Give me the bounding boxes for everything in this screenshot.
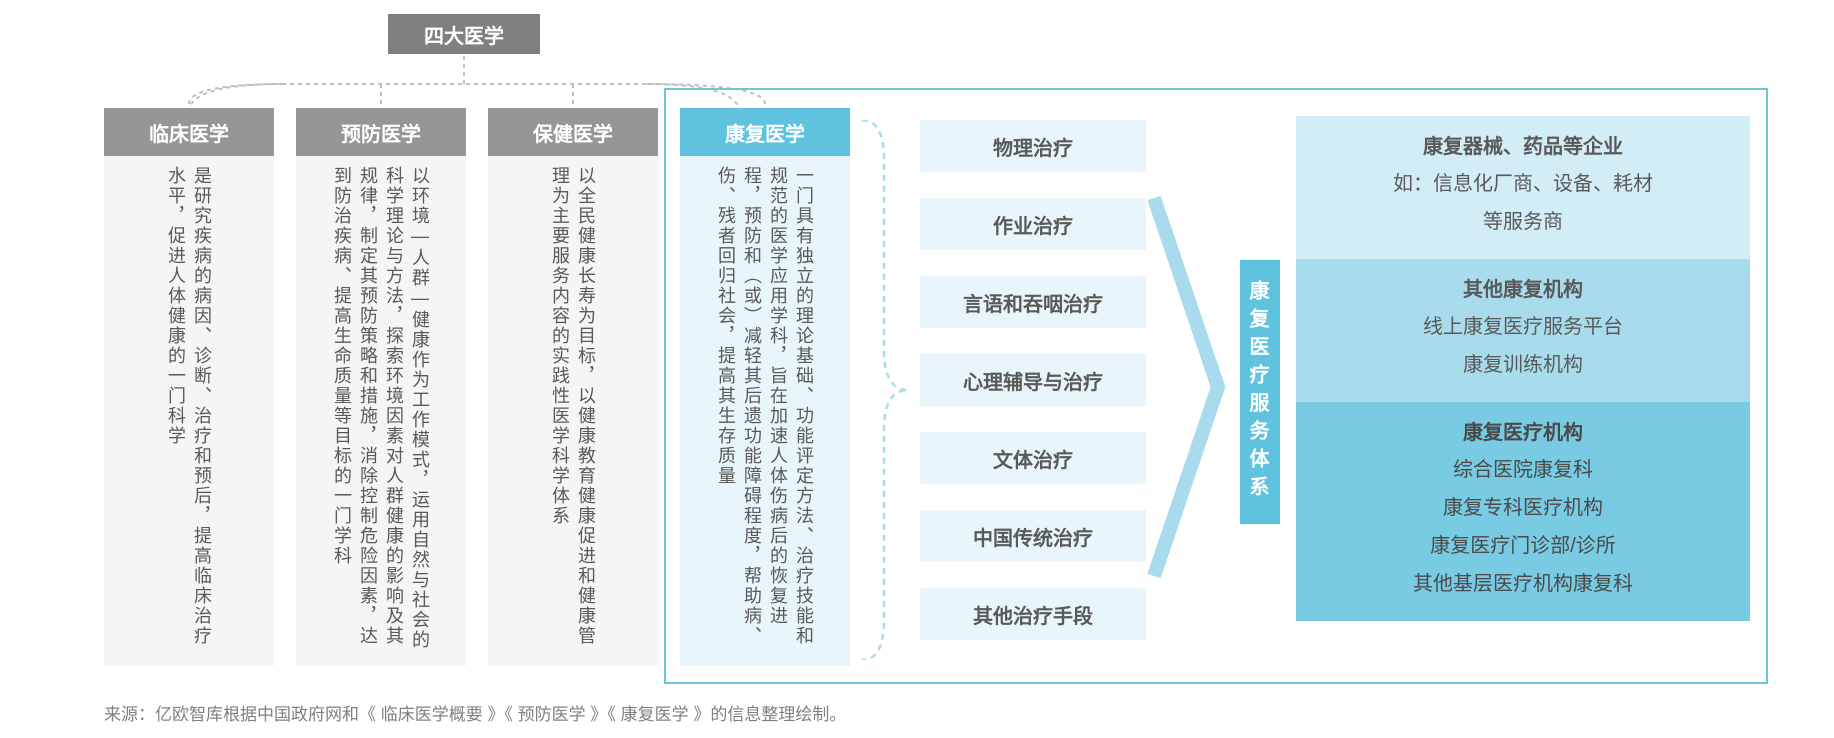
system-panel-other-org: 其他康复机构 线上康复医疗服务平台 康复训练机构	[1296, 259, 1750, 402]
treatment-item: 心理辅导与治疗	[920, 354, 1146, 406]
column-header: 预防医学	[296, 108, 466, 156]
column-desc: 以环境—人群—健康作为工作模式，运用自然与社会的科学理论与方法，探索环境因素对人…	[329, 166, 433, 656]
column-body: 以环境—人群—健康作为工作模式，运用自然与社会的科学理论与方法，探索环境因素对人…	[296, 156, 466, 666]
column-title: 保健医学	[533, 118, 613, 147]
treatment-label: 文体治疗	[993, 444, 1073, 473]
system-panels: 康复器械、药品等企业 如：信息化厂商、设备、耗材 等服务商 其他康复机构 线上康…	[1296, 116, 1750, 621]
column-preventive: 预防医学 以环境—人群—健康作为工作模式，运用自然与社会的科学理论与方法，探索环…	[296, 108, 466, 666]
panel-title: 康复医疗机构	[1306, 416, 1740, 445]
system-label-text: 康复医疗服务体系	[1246, 280, 1268, 504]
panel-line: 线上康复医疗服务平台	[1306, 308, 1740, 346]
panel-line: 综合医院康复科	[1306, 451, 1740, 489]
treatment-label: 言语和吞咽治疗	[963, 288, 1103, 317]
treatment-item: 中国传统治疗	[920, 510, 1146, 562]
system-panel-medical-org: 康复医疗机构 综合医院康复科 康复专科医疗机构 康复医疗门诊部/诊所 其他基层医…	[1296, 402, 1750, 621]
column-desc: 一门具有独立的理论基础、功能评定方法、治疗技能和规范的医学应用学科，旨在加速人体…	[713, 166, 817, 656]
column-body: 一门具有独立的理论基础、功能评定方法、治疗技能和规范的医学应用学科，旨在加速人体…	[680, 156, 850, 666]
treatment-item: 作业治疗	[920, 198, 1146, 250]
panel-line: 如：信息化厂商、设备、耗材	[1306, 165, 1740, 203]
column-desc: 以全民健康长寿为目标，以健康教育健康促进和健康管理为主要服务内容的实践性医学科学…	[547, 166, 599, 656]
panel-line: 康复专科医疗机构	[1306, 489, 1740, 527]
column-body: 以全民健康长寿为目标，以健康教育健康促进和健康管理为主要服务内容的实践性医学科学…	[488, 156, 658, 666]
root-title-box: 四大医学	[388, 14, 540, 54]
system-panel-enterprise: 康复器械、药品等企业 如：信息化厂商、设备、耗材 等服务商	[1296, 116, 1750, 259]
column-clinical: 临床医学 是研究疾病的病因、诊断、治疗和预后，提高临床治疗水平，促进人体健康的一…	[104, 108, 274, 666]
treatment-item: 物理治疗	[920, 120, 1146, 172]
column-desc: 是研究疾病的病因、诊断、治疗和预后，提高临床治疗水平，促进人体健康的一门科学	[163, 166, 215, 656]
column-body: 是研究疾病的病因、诊断、治疗和预后，提高临床治疗水平，促进人体健康的一门科学	[104, 156, 274, 666]
column-healthcare: 保健医学 以全民健康长寿为目标，以健康教育健康促进和健康管理为主要服务内容的实践…	[488, 108, 658, 666]
column-title: 临床医学	[149, 118, 229, 147]
treatment-label: 中国传统治疗	[973, 522, 1093, 551]
column-header: 保健医学	[488, 108, 658, 156]
panel-line: 等服务商	[1306, 203, 1740, 241]
treatment-label: 物理治疗	[993, 132, 1073, 161]
treatment-label: 其他治疗手段	[973, 600, 1093, 629]
source-text: 来源：亿欧智库根据中国政府网和《 临床医学概要 》《 预防医学 》《 康复医学 …	[104, 705, 846, 724]
treatment-item: 言语和吞咽治疗	[920, 276, 1146, 328]
column-title: 康复医学	[725, 118, 805, 147]
treatment-label: 心理辅导与治疗	[963, 366, 1103, 395]
panel-line: 其他基层医疗机构康复科	[1306, 565, 1740, 603]
treatment-label: 作业治疗	[993, 210, 1073, 239]
panel-line: 康复训练机构	[1306, 346, 1740, 384]
brace-icon-1	[858, 120, 912, 660]
treatments-list: 物理治疗 作业治疗 言语和吞咽治疗 心理辅导与治疗 文体治疗 中国传统治疗 其他…	[920, 120, 1146, 640]
panel-line: 康复医疗门诊部/诊所	[1306, 527, 1740, 565]
treatment-item: 其他治疗手段	[920, 588, 1146, 640]
panel-title: 康复器械、药品等企业	[1306, 130, 1740, 159]
column-header: 康复医学	[680, 108, 850, 156]
treatment-item: 文体治疗	[920, 432, 1146, 484]
column-title: 预防医学	[341, 118, 421, 147]
column-rehab: 康复医学 一门具有独立的理论基础、功能评定方法、治疗技能和规范的医学应用学科，旨…	[680, 108, 850, 666]
angle-arrow-icon	[1148, 192, 1228, 582]
column-header: 临床医学	[104, 108, 274, 156]
panel-title: 其他康复机构	[1306, 273, 1740, 302]
root-title: 四大医学	[424, 20, 504, 49]
system-label: 康复医疗服务体系	[1240, 260, 1280, 524]
source-citation: 来源：亿欧智库根据中国政府网和《 临床医学概要 》《 预防医学 》《 康复医学 …	[104, 700, 846, 725]
